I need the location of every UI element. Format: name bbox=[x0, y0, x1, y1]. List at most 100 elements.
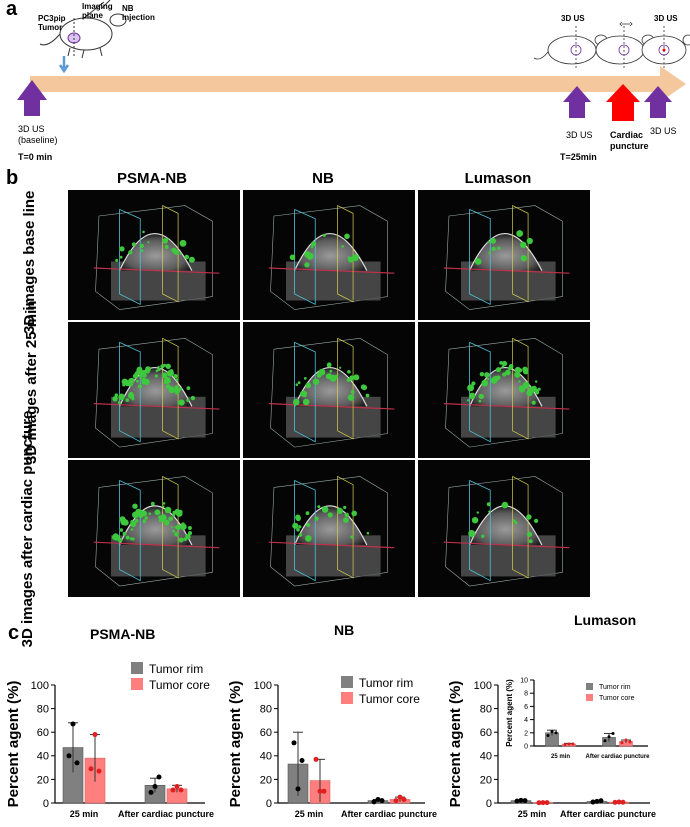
data-point bbox=[88, 766, 94, 772]
us-image-lumason-baseline bbox=[418, 190, 590, 320]
data-point bbox=[563, 743, 567, 747]
data-point bbox=[371, 799, 377, 805]
y-tick-label: 60 bbox=[480, 727, 492, 739]
data-point bbox=[536, 800, 542, 806]
data-point bbox=[170, 787, 176, 793]
legend-swatch-core bbox=[131, 678, 143, 690]
category-label: 25 min bbox=[551, 754, 570, 760]
data-point bbox=[299, 758, 305, 764]
y-tick-label: 0 bbox=[266, 798, 272, 810]
data-point bbox=[628, 740, 632, 744]
data-point bbox=[518, 797, 524, 803]
y-tick-label: 100 bbox=[254, 680, 272, 692]
us-image-lumason-25min bbox=[418, 322, 590, 458]
data-point bbox=[291, 740, 297, 746]
data-point bbox=[514, 798, 520, 804]
us-image-lumason-cardiac bbox=[418, 460, 590, 597]
data-point bbox=[624, 738, 628, 742]
data-point bbox=[156, 774, 162, 780]
label-3dus-25: 3D US bbox=[566, 130, 593, 140]
label-mouse-3dus-a: 3D US bbox=[561, 14, 585, 23]
category-label: After cardiac puncture bbox=[585, 754, 650, 760]
y-tick-label: 100 bbox=[474, 680, 492, 692]
y-tick-label: 0 bbox=[486, 798, 492, 810]
label-3dus-end: 3D US bbox=[650, 126, 677, 136]
legend-swatch-rim bbox=[341, 676, 353, 688]
data-point bbox=[74, 760, 80, 766]
y-axis-label: Percent agent (%) bbox=[227, 681, 244, 808]
data-point bbox=[178, 787, 184, 793]
y-tick-label: 40 bbox=[480, 751, 492, 763]
y-tick-label: 20 bbox=[260, 774, 272, 786]
chart-title-lumason: Lumason bbox=[574, 612, 637, 628]
legend-swatch-core bbox=[341, 692, 353, 704]
chart-title-psma-nb: PSMA-NB bbox=[90, 626, 156, 642]
data-point bbox=[590, 799, 596, 805]
y-tick-label: 0 bbox=[524, 743, 528, 750]
data-point bbox=[611, 731, 615, 735]
data-point bbox=[70, 721, 76, 727]
data-point bbox=[603, 739, 607, 743]
data-point bbox=[397, 794, 403, 800]
cardiac-red-arrow bbox=[606, 84, 640, 121]
label-t25: T=25min bbox=[560, 152, 597, 162]
data-point bbox=[379, 798, 385, 804]
data-point bbox=[544, 800, 550, 806]
legend-swatch-core bbox=[586, 694, 593, 701]
data-point bbox=[594, 798, 600, 804]
us-image-psma-nb-baseline bbox=[68, 190, 240, 320]
chart-title-nb: NB bbox=[334, 622, 355, 638]
legend-label-rim: Tumor rim bbox=[149, 662, 203, 676]
y-tick-label: 4 bbox=[524, 717, 528, 724]
label-imaging-plane: Imaging plane bbox=[82, 2, 113, 20]
data-point bbox=[616, 799, 622, 805]
mouse-sketch-baseline bbox=[39, 0, 127, 59]
panel-a-letter: a bbox=[6, 0, 18, 20]
y-axis-label: Percent agent (%) bbox=[505, 679, 514, 747]
legend-label-core: Tumor core bbox=[149, 678, 210, 692]
data-point bbox=[620, 741, 624, 745]
y-tick-label: 40 bbox=[260, 751, 272, 763]
label-baseline: 3D US (baseline) bbox=[18, 124, 58, 145]
panel-c-letter: c bbox=[8, 622, 20, 644]
data-point bbox=[620, 799, 626, 805]
data-point bbox=[612, 799, 618, 805]
y-tick-label: 8 bbox=[524, 691, 528, 698]
data-point bbox=[295, 786, 301, 792]
col-head-nb: NB bbox=[312, 170, 334, 187]
us-image-nb-25min bbox=[243, 322, 415, 458]
data-point bbox=[66, 753, 72, 759]
col-head-psma-nb: PSMA-NB bbox=[117, 170, 187, 187]
data-point bbox=[96, 768, 102, 774]
legend-label-core: Tumor core bbox=[599, 695, 635, 702]
us-image-psma-nb-cardiac bbox=[68, 460, 240, 597]
label-nb-injection: NB injection bbox=[122, 4, 155, 22]
y-tick-label: 80 bbox=[37, 703, 49, 715]
y-tick-label: 20 bbox=[480, 774, 492, 786]
panel-b-letter: b bbox=[6, 167, 19, 189]
chart-inset-lumason: 0 2 4 6 8 10 Percent agent (%) 25 min After card… bbox=[505, 677, 650, 760]
y-tick-label: 0 bbox=[43, 798, 49, 810]
data-point bbox=[148, 789, 154, 795]
y-axis-label: Percent agent (%) bbox=[5, 681, 22, 808]
chart-psma-nb: 0 20 40 60 80 100 Percent agent (%) 25 min After… bbox=[5, 662, 214, 819]
label-cardiac: Cardiac puncture bbox=[610, 130, 649, 151]
label-tumor: PC3pip Tumor bbox=[38, 14, 66, 32]
y-tick-label: 6 bbox=[524, 704, 528, 711]
data-point bbox=[598, 798, 604, 804]
data-point bbox=[393, 798, 399, 804]
y-tick-label: 100 bbox=[31, 680, 49, 692]
t25-purple-arrow bbox=[563, 86, 591, 118]
y-tick-label: 10 bbox=[520, 677, 528, 684]
category-label: 25 min bbox=[518, 809, 547, 819]
label-t0: T=0 min bbox=[18, 152, 53, 162]
us-image-psma-nb-25min bbox=[68, 322, 240, 458]
panel-a-diagram bbox=[17, 0, 690, 121]
data-point bbox=[546, 733, 550, 737]
mouse-sketch-end bbox=[641, 26, 690, 70]
data-point bbox=[401, 796, 407, 802]
data-point bbox=[571, 742, 575, 746]
legend-label-rim: Tumor rim bbox=[359, 676, 413, 690]
us-image-nb-cardiac bbox=[243, 460, 415, 597]
